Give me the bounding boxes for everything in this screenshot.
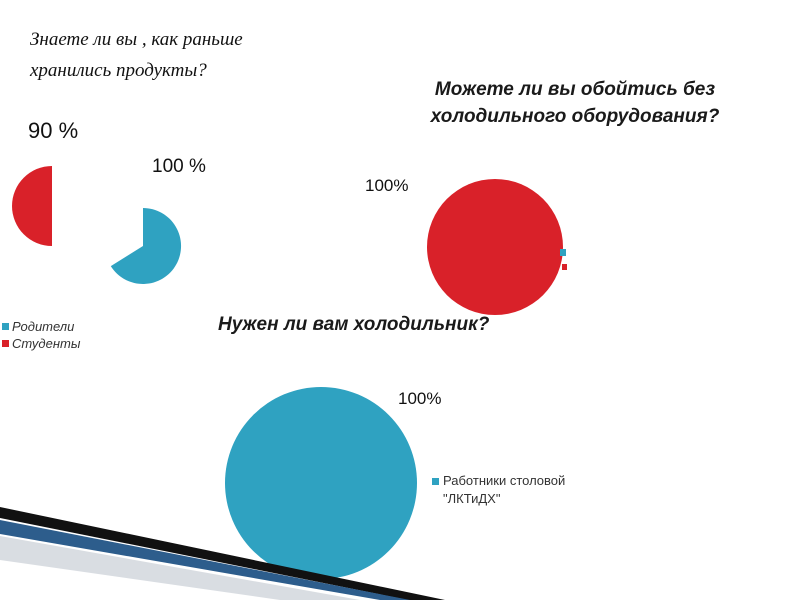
chart2-label: 100% — [365, 176, 409, 195]
chart1-label-parents: 100 % — [152, 156, 206, 177]
chart3-label: 100% — [398, 389, 442, 408]
chart1-title-line2: хранились продукты? — [30, 60, 207, 81]
decorative-stripe-blue — [0, 520, 410, 600]
chart3-pie — [225, 387, 417, 579]
chart3-legend: Работники столовой "ЛКТиДХ" — [432, 472, 602, 508]
legend-swatch-staff — [432, 478, 439, 485]
chart1-title-line1: Знаете ли вы , как раньше — [30, 29, 243, 50]
chart2-marker — [562, 264, 567, 270]
legend-item-parents: Родители — [2, 318, 80, 335]
legend-label-parents: Родители — [12, 319, 75, 334]
legend-label-staff: Работники столовой "ЛКТиДХ" — [443, 473, 566, 506]
chart1-slice-students — [12, 166, 52, 246]
chart2-marker — [560, 249, 566, 256]
chart1-label-students: 90 % — [28, 118, 79, 143]
legend-swatch-students — [2, 340, 9, 347]
chart1-slice-parents — [110, 207, 182, 284]
legend-item-students: Студенты — [2, 335, 80, 352]
legend-swatch-parents — [2, 323, 9, 330]
legend-label-students: Студенты — [12, 336, 81, 351]
chart2-title-line2: холодильного оборудования? — [430, 106, 720, 127]
chart2-title: Можете ли вы обойтись без холодильного о… — [390, 76, 760, 130]
chart2-pie — [427, 179, 563, 315]
chart2-title-line1: Можете ли вы обойтись без — [434, 79, 716, 100]
decorative-stripe-gray — [0, 536, 360, 600]
chart1-legend: Родители Студенты — [2, 318, 80, 352]
decorative-stripe-black — [0, 507, 445, 600]
chart1-title: Знаете ли вы , как раньше хранились прод… — [30, 24, 330, 86]
chart3-title: Нужен ли вам холодильник? — [218, 314, 490, 335]
